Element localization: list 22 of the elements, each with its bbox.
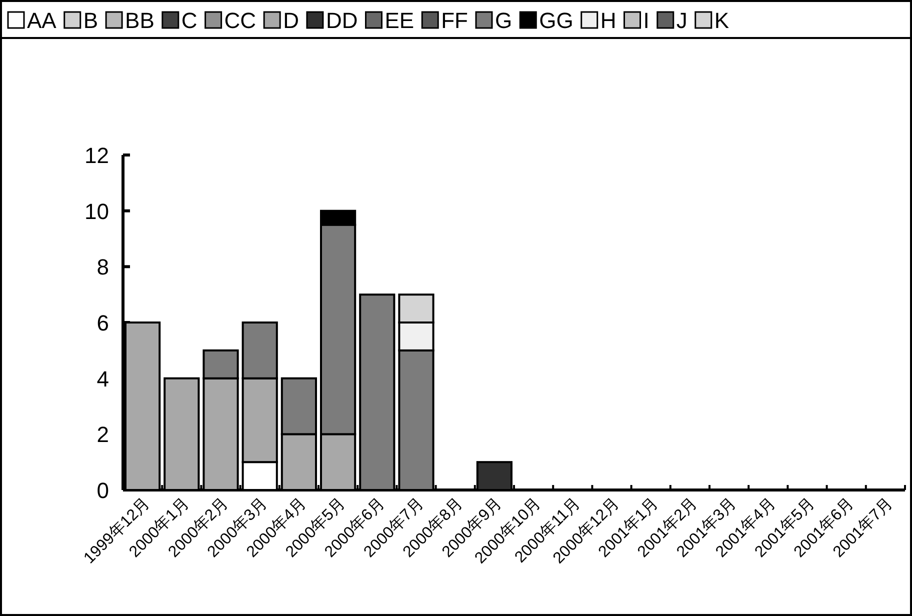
legend-label: EE — [384, 8, 414, 33]
y-tick-label: 0 — [96, 478, 109, 503]
legend-label: I — [643, 8, 650, 33]
legend-label: H — [600, 8, 616, 33]
legend-label: BB — [125, 8, 154, 33]
legend-label: B — [83, 8, 98, 33]
legend-label: D — [283, 8, 299, 33]
legend-label: GG — [539, 8, 574, 33]
legend-label: K — [714, 8, 730, 33]
legend-label: G — [495, 8, 512, 33]
y-tick-label: 6 — [96, 310, 109, 336]
legend-label: J — [676, 8, 688, 33]
legend-label: FF — [441, 8, 468, 33]
legend-label: AA — [27, 8, 57, 33]
y-tick-label: 8 — [96, 254, 109, 280]
y-tick-label: 4 — [96, 366, 109, 392]
legend-label: CC — [224, 8, 256, 33]
y-tick-label: 12 — [84, 143, 109, 168]
y-tick-label: 10 — [84, 198, 109, 224]
legend-label: DD — [326, 8, 358, 33]
legend-label: C — [181, 8, 198, 33]
y-tick-label: 2 — [96, 422, 109, 448]
